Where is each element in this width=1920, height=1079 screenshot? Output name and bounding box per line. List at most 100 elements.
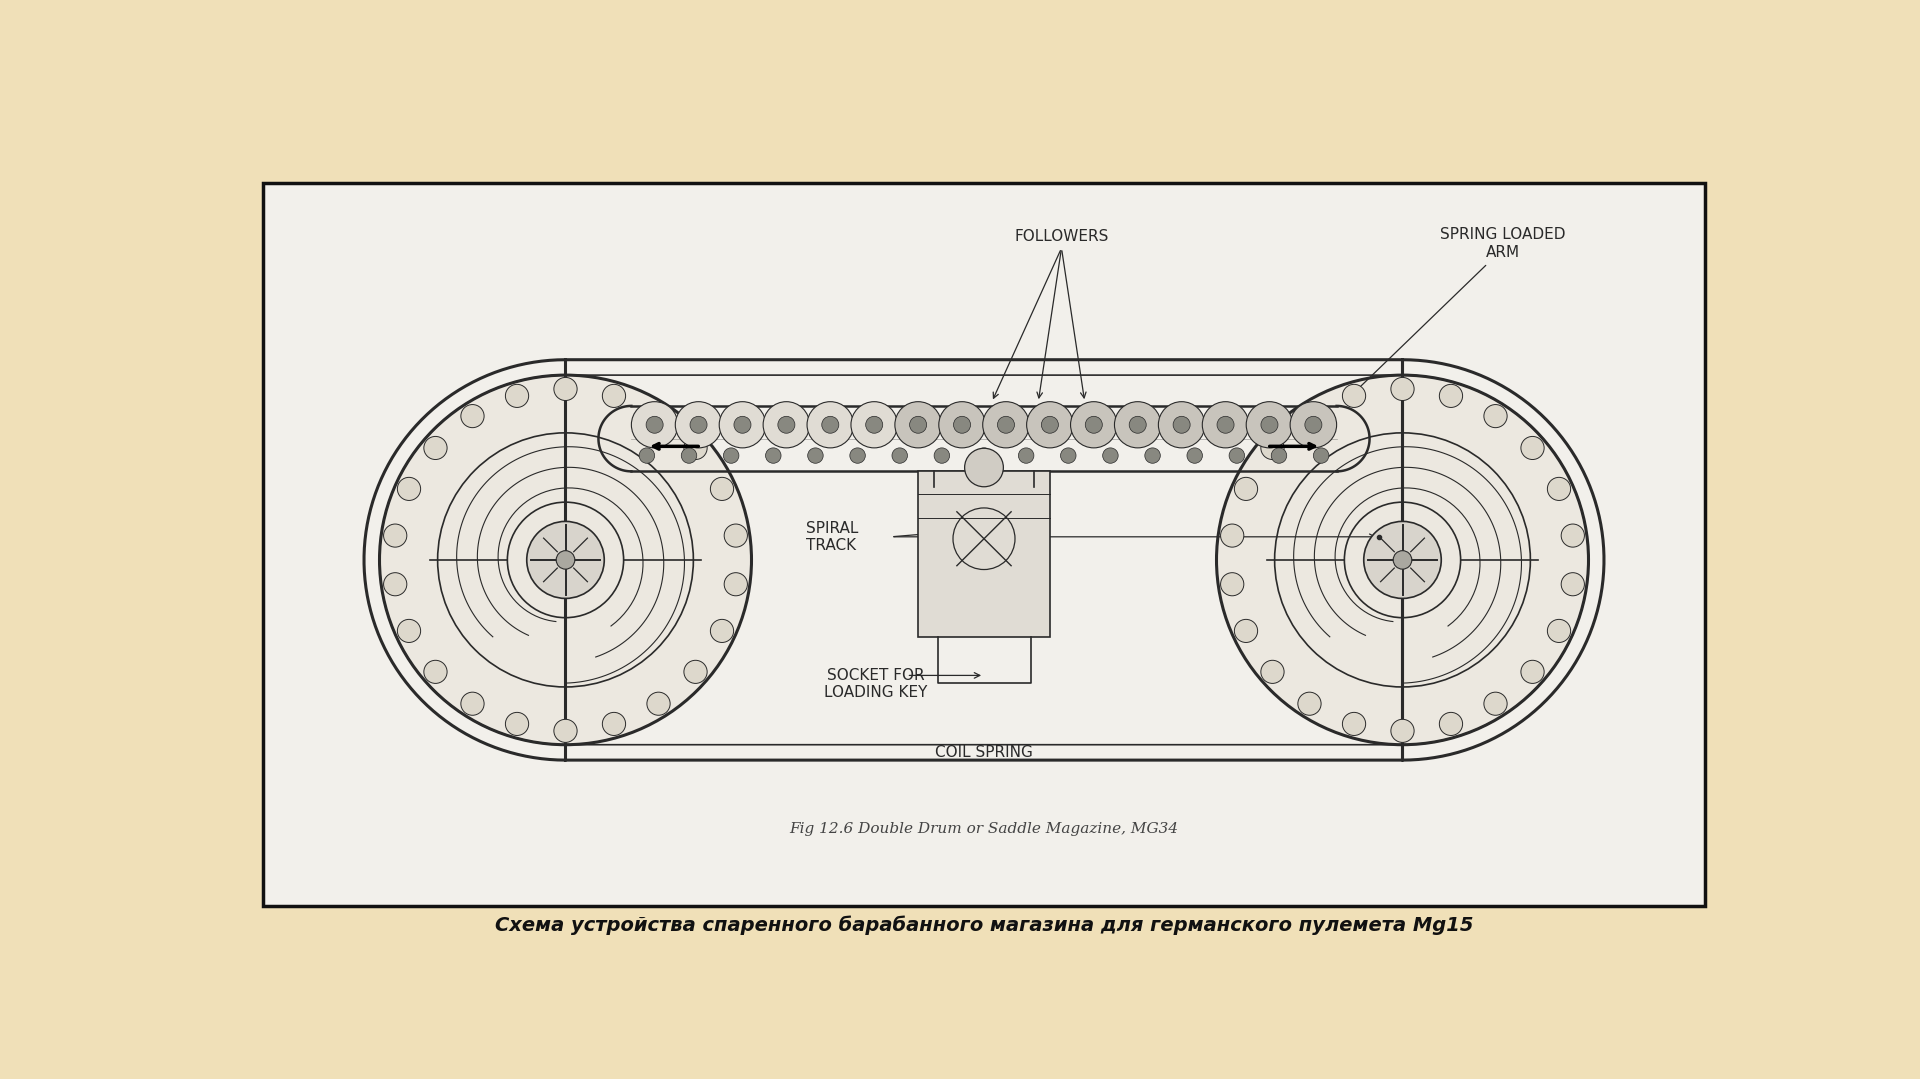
Text: SOCKET FOR
LOADING KEY: SOCKET FOR LOADING KEY [824, 668, 927, 700]
Circle shape [676, 401, 722, 448]
Text: Fig 12.6 Double Drum or Saddle Magazine, MG34: Fig 12.6 Double Drum or Saddle Magazine,… [789, 822, 1179, 836]
Circle shape [808, 448, 824, 463]
Circle shape [632, 401, 678, 448]
Circle shape [603, 712, 626, 736]
Circle shape [1187, 448, 1202, 463]
Circle shape [710, 477, 733, 501]
Circle shape [1071, 401, 1117, 448]
Circle shape [526, 521, 605, 599]
Circle shape [1041, 416, 1058, 434]
Circle shape [682, 448, 697, 463]
Circle shape [689, 416, 707, 434]
Circle shape [935, 448, 950, 463]
Circle shape [954, 416, 972, 434]
Circle shape [1144, 448, 1160, 463]
Circle shape [1298, 405, 1321, 427]
Circle shape [910, 416, 927, 434]
Circle shape [778, 416, 795, 434]
Circle shape [1018, 448, 1033, 463]
Circle shape [553, 378, 578, 400]
Circle shape [1217, 416, 1235, 434]
Text: COIL SPRING: COIL SPRING [935, 745, 1033, 760]
Circle shape [684, 436, 707, 460]
Circle shape [1440, 384, 1463, 408]
Circle shape [384, 573, 407, 596]
Circle shape [866, 416, 883, 434]
Circle shape [1158, 401, 1206, 448]
Circle shape [505, 712, 528, 736]
Circle shape [380, 375, 751, 745]
Circle shape [983, 401, 1029, 448]
Circle shape [1394, 550, 1411, 569]
Circle shape [1229, 448, 1244, 463]
Circle shape [733, 416, 751, 434]
Circle shape [724, 573, 747, 596]
Circle shape [1221, 573, 1244, 596]
Circle shape [639, 448, 655, 463]
Circle shape [557, 550, 574, 569]
Circle shape [1561, 524, 1584, 547]
Circle shape [1390, 378, 1415, 400]
Circle shape [851, 401, 897, 448]
Circle shape [1561, 573, 1584, 596]
Circle shape [1173, 416, 1190, 434]
Bar [918, 472, 1050, 637]
Text: FOLLOWERS: FOLLOWERS [1014, 229, 1108, 244]
Circle shape [1306, 416, 1321, 434]
Circle shape [939, 401, 985, 448]
Circle shape [1060, 448, 1075, 463]
Circle shape [1271, 448, 1286, 463]
Circle shape [603, 384, 626, 408]
Circle shape [397, 477, 420, 501]
Circle shape [647, 692, 670, 715]
Circle shape [505, 384, 528, 408]
Circle shape [1261, 660, 1284, 683]
Circle shape [424, 436, 447, 460]
Circle shape [1521, 436, 1544, 460]
Circle shape [1102, 448, 1117, 463]
Circle shape [1313, 448, 1329, 463]
FancyBboxPatch shape [263, 182, 1705, 906]
Circle shape [724, 448, 739, 463]
Circle shape [851, 448, 866, 463]
Circle shape [1521, 660, 1544, 683]
Circle shape [1129, 416, 1146, 434]
Circle shape [1548, 619, 1571, 642]
Circle shape [553, 720, 578, 742]
Circle shape [1085, 416, 1102, 434]
Circle shape [384, 524, 407, 547]
Circle shape [684, 660, 707, 683]
Circle shape [1484, 405, 1507, 427]
Circle shape [1363, 521, 1442, 599]
Circle shape [1548, 477, 1571, 501]
Circle shape [893, 448, 908, 463]
Circle shape [1390, 720, 1415, 742]
Circle shape [1261, 436, 1284, 460]
Circle shape [1484, 692, 1507, 715]
Circle shape [822, 416, 839, 434]
Circle shape [724, 524, 747, 547]
Circle shape [1261, 416, 1279, 434]
Circle shape [1235, 619, 1258, 642]
Circle shape [1440, 712, 1463, 736]
Circle shape [1290, 401, 1336, 448]
Circle shape [461, 692, 484, 715]
Circle shape [762, 401, 810, 448]
Circle shape [1235, 477, 1258, 501]
Circle shape [1027, 401, 1073, 448]
Text: SPIRAL
TRACK: SPIRAL TRACK [806, 520, 858, 554]
Circle shape [461, 405, 484, 427]
Circle shape [397, 619, 420, 642]
Circle shape [1298, 692, 1321, 715]
Circle shape [895, 401, 941, 448]
Circle shape [766, 448, 781, 463]
Circle shape [1246, 401, 1292, 448]
Circle shape [975, 448, 993, 463]
Text: SPRING LOADED
ARM: SPRING LOADED ARM [1440, 228, 1567, 260]
Circle shape [964, 448, 1004, 487]
Circle shape [806, 401, 854, 448]
Circle shape [424, 660, 447, 683]
Circle shape [1221, 524, 1244, 547]
Circle shape [1342, 384, 1365, 408]
Circle shape [996, 416, 1014, 434]
